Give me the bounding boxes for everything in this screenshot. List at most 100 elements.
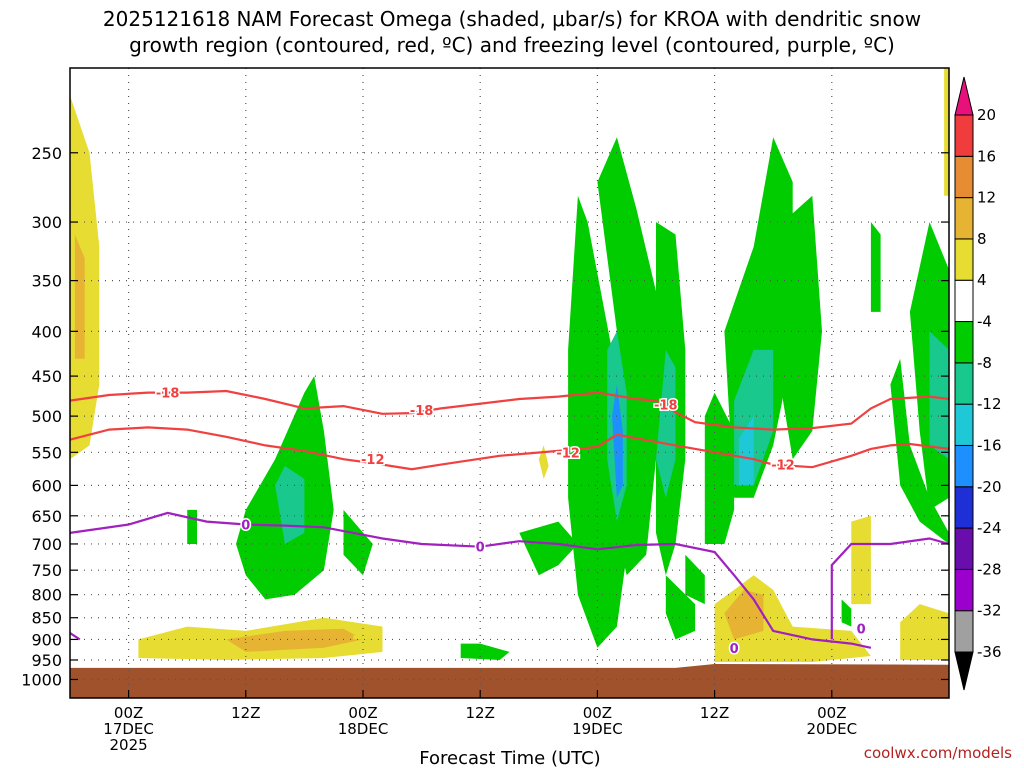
colorbar-label: 16 [977,147,996,165]
omega-area [870,222,881,312]
grid-lines [70,68,949,698]
colorbar-label: -24 [977,519,1002,537]
dgz-contour [69,389,950,431]
omega-area [538,445,549,479]
dgz-contour-label: -18 [156,387,180,402]
terrain-fill [70,663,949,698]
x-tick-label: 00Z [348,704,377,722]
colorbar-swatch [954,114,974,157]
dgz-contour-label: -12 [771,459,795,474]
colorbar-swatch [954,444,974,488]
plot-frame [69,67,950,699]
omega-area [187,509,197,544]
colorbar-label: -20 [977,478,1002,496]
y-tick-label: 1000 [21,670,62,689]
omega-area [612,384,623,498]
freezing-level-contour-label: 0 [730,642,739,657]
omega-area [851,515,871,605]
x-tick-label: 12Z [466,704,495,722]
omega-area [739,416,754,486]
omega-area [900,604,949,660]
colorbar-swatch [954,527,974,570]
colorbar-label: -4 [977,313,992,331]
omega-area [597,137,656,576]
y-tick-label: 700 [31,535,62,554]
colorbar-swatch [954,279,974,323]
omega-area [656,349,676,498]
omega-area [890,358,949,544]
colorbar-label: 20 [977,106,996,124]
colorbar-swatch [954,321,974,364]
colorbar-label: 4 [977,271,987,289]
colorbar-extend-low [954,651,974,691]
dgz-contour-label: -12 [361,453,385,468]
colorbar-label: -28 [977,560,1002,578]
y-tick-label: 650 [31,507,62,526]
omega-area [353,635,373,640]
x-tick-label: 12Z [700,704,729,722]
y-tick-label: 450 [31,367,62,386]
credit-text: coolwx.com/models [864,744,1012,762]
terrain-area [70,663,949,698]
x-tick-label: 12Z [231,704,260,722]
colorbar-label: 8 [977,230,987,248]
x-tick-label: 00Z [817,704,846,722]
x-tick-label: 19DEC [572,720,623,738]
dgz-contour [69,426,950,471]
freezing-level-contour [830,537,950,640]
y-tick-label: 800 [31,586,62,605]
omega-area [519,521,578,576]
x-tick-label: 2025 [110,736,148,754]
omega-shading [70,68,949,662]
temperature-contours: -18 -18 -18 -12 -12 -12 0 0 0 0 [69,385,950,658]
colorbar-swatch [954,155,974,199]
x-tick-label: 20DEC [807,720,858,738]
omega-area [74,234,85,359]
y-axis: 250 300 350 400 450 500 550 600 650 700 750 800 850 9… [21,144,949,689]
x-tick-label: 18DEC [338,720,389,738]
colorbar-swatch [954,610,974,653]
chart-title-line2: growth region (contoured, red, ºC) and f… [129,33,895,57]
y-tick-label: 750 [31,561,62,580]
colorbar-legend: -36 -32 -28 -24 -20 -16 -12 -8 -4 4 8 12 16 20 [954,76,1002,691]
colorbar-label: 12 [977,189,996,207]
y-tick-label: 600 [31,476,62,495]
freezing-level-contour [69,511,872,649]
x-tick-label: 00Z [114,704,143,722]
omega-area [783,195,822,460]
y-tick-label: 350 [31,272,62,291]
omega-area [460,643,510,660]
x-tick-label: 17DEC [103,720,154,738]
omega-area [929,331,949,460]
y-tick-label: 900 [31,630,62,649]
chart-title-line1: 2025121618 NAM Forecast Omega (shaded, μ… [103,7,921,31]
colorbar-extend-high [954,76,974,116]
dgz-contour-label: -18 [654,399,678,414]
omega-area [944,68,949,196]
y-tick-label: 850 [31,609,62,628]
colorbar-label: -36 [977,643,1002,661]
y-tick-label: 550 [31,443,62,462]
colorbar-swatch [954,486,974,529]
freezing-level-contour [69,632,81,641]
omega-area [665,575,696,640]
y-tick-label: 250 [31,144,62,163]
y-tick-label: 300 [31,213,62,232]
colorbar-swatch [954,238,974,281]
freezing-level-contour-label: 0 [476,541,485,556]
dgz-contour-label: -12 [556,446,580,461]
freezing-level-contour-label: 0 [857,623,866,638]
y-tick-label: 950 [31,651,62,670]
freezing-level-contour-label: 0 [241,518,250,533]
colorbar-label: -16 [977,436,1002,454]
colorbar-swatch [954,197,974,240]
y-tick-label: 500 [31,407,62,426]
colorbar-label: -32 [977,602,1002,620]
omega-area [685,554,705,605]
x-axis-label: Forecast Time (UTC) [419,748,600,768]
dgz-contour-label: -18 [410,404,434,419]
omega-area [841,599,852,627]
colorbar-swatch [954,362,974,405]
